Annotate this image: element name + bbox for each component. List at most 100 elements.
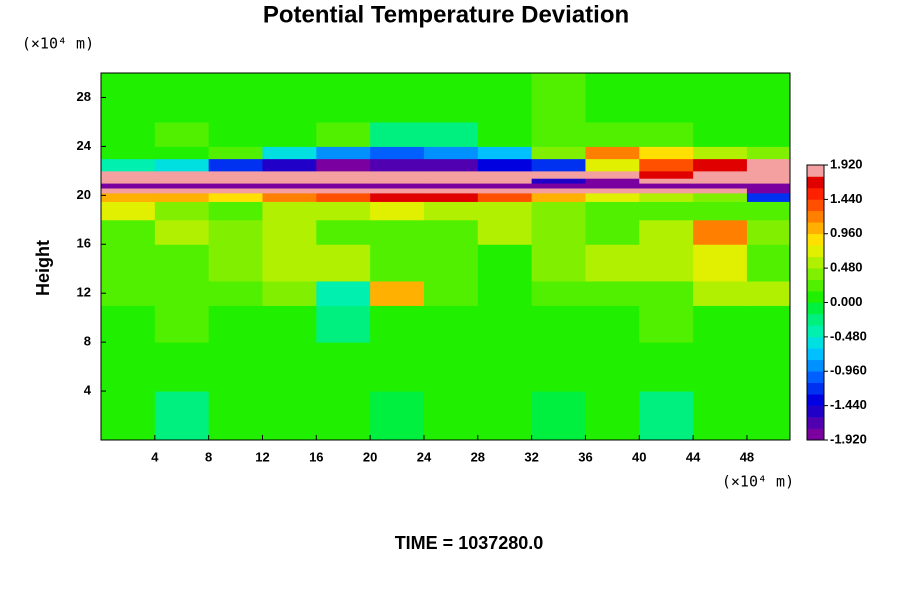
heat-cell <box>693 219 748 245</box>
colorbar-swatch <box>807 256 824 269</box>
x-tick-label: 28 <box>471 449 485 464</box>
heat-cell <box>693 183 748 189</box>
heat-cell <box>316 146 371 160</box>
colorbar-tick-label: 1.440 <box>830 191 863 206</box>
heat-cell <box>531 146 586 160</box>
heat-cell <box>101 170 156 179</box>
heat-cell <box>639 121 694 147</box>
y-axis-label: Height <box>33 240 53 296</box>
heat-cell <box>585 201 640 221</box>
heat-cell <box>154 121 210 147</box>
heat-cell <box>477 187 533 194</box>
x-tick-label: 44 <box>686 449 701 464</box>
heat-cell <box>208 183 263 189</box>
heat-cell <box>316 73 371 123</box>
colorbar-swatch <box>807 371 824 384</box>
heat-cell <box>370 121 425 147</box>
heatmap <box>101 73 791 441</box>
heat-cell <box>316 192 371 202</box>
heat-cell <box>208 219 263 245</box>
heat-cell <box>370 146 425 160</box>
y-tick-label: 24 <box>77 138 92 153</box>
heat-cell <box>423 192 479 202</box>
heat-cell <box>693 342 748 392</box>
colorbar-swatch <box>807 325 824 338</box>
heat-cell <box>262 201 317 221</box>
heat-cell <box>101 280 156 306</box>
heat-cell <box>693 187 748 194</box>
y-tick-label: 12 <box>77 285 91 300</box>
y-tick-label: 20 <box>77 187 91 202</box>
heat-cell <box>746 305 791 343</box>
heat-cell <box>477 121 533 147</box>
colorbar-swatch <box>807 176 824 189</box>
heat-cell <box>101 187 156 194</box>
heat-cell <box>477 183 533 189</box>
heat-cell <box>585 146 640 160</box>
heat-cell <box>154 342 210 392</box>
heat-cell <box>693 201 748 221</box>
heat-cell <box>746 187 791 194</box>
x-tick-label: 12 <box>255 449 269 464</box>
heat-cell <box>693 73 748 123</box>
heat-cell <box>585 280 640 306</box>
heat-cell <box>585 192 640 202</box>
heat-cell <box>101 121 156 147</box>
heat-cell <box>316 187 371 194</box>
heat-cell <box>316 170 371 179</box>
heat-cell <box>208 146 263 160</box>
colorbar-swatch <box>807 348 824 361</box>
heat-cell <box>746 342 791 392</box>
colorbar-tick-label: -1.440 <box>830 397 867 412</box>
heat-cell <box>477 170 533 179</box>
heat-cell <box>746 170 791 179</box>
heat-cell <box>370 158 425 172</box>
heat-cell <box>585 183 640 189</box>
colorbar-swatch <box>807 279 824 292</box>
x-unit: (×10⁴ m) <box>722 473 794 491</box>
colorbar-swatch <box>807 336 824 349</box>
heat-cell <box>531 187 586 194</box>
heat-cell <box>693 170 748 179</box>
heat-cell <box>746 121 791 147</box>
heat-cell <box>639 146 694 160</box>
colorbar-swatch <box>807 313 824 326</box>
heat-cell <box>208 170 263 179</box>
heat-cell <box>423 280 479 306</box>
heat-cell <box>154 280 210 306</box>
heat-cell <box>262 121 317 147</box>
colorbar-swatch <box>807 291 824 303</box>
heat-cell <box>585 342 640 392</box>
heat-cell <box>693 121 748 147</box>
heat-cell <box>101 201 156 221</box>
heat-cell <box>101 244 156 282</box>
x-tick-label: 36 <box>578 449 592 464</box>
heat-cell <box>208 178 263 184</box>
heat-cell <box>639 170 694 179</box>
heat-cell <box>693 280 748 306</box>
heat-cell <box>531 305 586 343</box>
heat-cell <box>370 187 425 194</box>
heat-cell <box>477 192 533 202</box>
heat-cell <box>101 183 156 189</box>
heat-cell <box>477 280 533 306</box>
heat-cell <box>370 219 425 245</box>
heat-cell <box>531 170 586 179</box>
heat-cell <box>585 391 640 441</box>
heat-cell <box>639 342 694 392</box>
heat-cell <box>746 178 791 184</box>
heat-cell <box>746 158 791 172</box>
heat-cell <box>154 192 210 202</box>
heat-cell <box>370 201 425 221</box>
heat-cell <box>746 73 791 123</box>
heat-cell <box>477 305 533 343</box>
heat-cell <box>639 280 694 306</box>
x-tick-label: 48 <box>740 449 754 464</box>
heat-cell <box>370 183 425 189</box>
heat-cell <box>316 391 371 441</box>
heat-cell <box>262 342 317 392</box>
heat-cell <box>262 146 317 160</box>
colorbar-swatch <box>807 382 824 395</box>
heat-cell <box>746 219 791 245</box>
heat-cell <box>423 73 479 123</box>
